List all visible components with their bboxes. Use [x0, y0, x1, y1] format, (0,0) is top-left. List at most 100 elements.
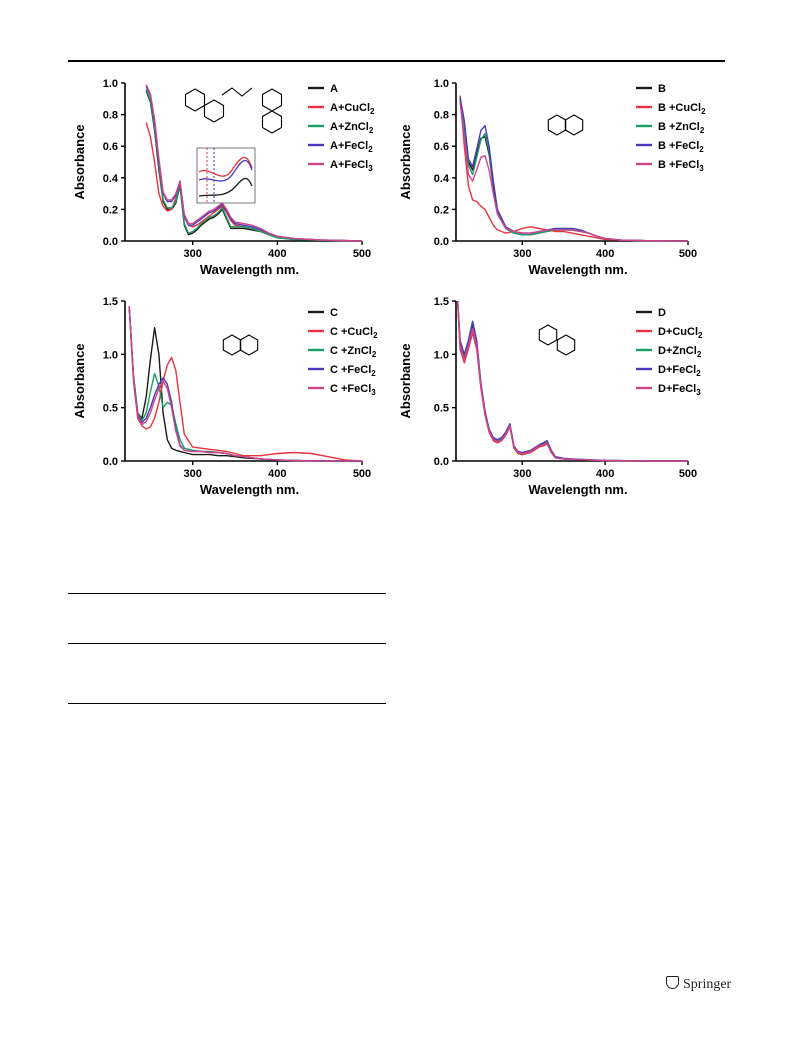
x-axis-label: Wavelength nm.	[200, 482, 299, 497]
publisher-name: Springer	[683, 977, 732, 992]
chart-panel-c: 0.0 0.5 1.0 1.5 300 400 500 Wavelength nm. Absor…	[72, 296, 378, 497]
y-tick-label: 1.0	[434, 349, 449, 361]
x-tick-label: 400	[596, 468, 614, 480]
y-tick-label: 1.0	[103, 78, 118, 90]
x-tick-label: 400	[268, 468, 286, 480]
structure-ring	[184, 88, 206, 112]
header-rule	[68, 60, 725, 62]
legend-label: A+FeCl2	[330, 140, 373, 154]
y-tick-label: 1.5	[434, 296, 449, 308]
x-tick-label: 300	[513, 468, 531, 480]
series-line-b-4	[459, 101, 689, 242]
springer-horse-icon	[666, 976, 679, 989]
series-line-a-4	[145, 84, 363, 242]
y-axis-label: Absorbance	[72, 124, 87, 199]
chart-panel-d: 0.0 0.5 1.0 1.5 300 400 500 Wavelength nm. Absor…	[398, 296, 703, 497]
chart-panel-b: 0.0 0.2 0.4 0.6 0.8 1.0 300 400 500 Wavelength nm…	[398, 78, 706, 277]
y-tick-label: 0.8	[103, 110, 118, 122]
structure-ring	[547, 114, 567, 136]
x-tick-label: 300	[513, 248, 531, 260]
table-rule-top	[68, 593, 386, 594]
x-axis-label: Wavelength nm.	[528, 482, 627, 497]
inset-curve	[198, 159, 253, 182]
legend-label: C +FeCl3	[330, 383, 376, 397]
y-tick-label: 0.6	[103, 141, 118, 153]
table-rule-middle	[68, 643, 386, 644]
y-tick-label: 0.2	[103, 204, 118, 216]
y-tick-label: 0.5	[103, 403, 118, 415]
structure-ring	[564, 114, 584, 136]
series-line-a-3	[145, 85, 363, 242]
y-tick-label: 1.0	[103, 349, 118, 361]
y-tick-label: 0.0	[434, 236, 449, 248]
legend-label: A+CuCl2	[330, 102, 375, 116]
legend-label: D+ZnCl2	[658, 345, 702, 359]
structure-ring	[261, 110, 283, 134]
structure-chain	[221, 87, 253, 97]
legend-label: B +FeCl2	[658, 140, 704, 154]
series-line-c-4	[128, 306, 362, 462]
legend-label: D+CuCl2	[658, 326, 703, 340]
springer-logo: Springer	[666, 975, 731, 993]
legend-label: B +FeCl3	[658, 159, 704, 173]
y-tick-label: 1.0	[434, 78, 449, 90]
series-line-a-2	[145, 89, 363, 242]
legend-label: C +FeCl2	[330, 364, 376, 378]
x-tick-label: 500	[679, 468, 697, 480]
y-tick-label: 0.4	[434, 173, 450, 185]
x-tick-label: 300	[184, 248, 202, 260]
legend-label: D	[658, 307, 666, 319]
inset-curve	[198, 177, 253, 197]
y-tick-label: 0.5	[434, 403, 449, 415]
y-tick-label: 0.6	[434, 141, 449, 153]
table-rule-bottom	[68, 703, 386, 704]
series-line-b-2	[459, 98, 689, 242]
legend-label: D+FeCl3	[658, 383, 701, 397]
structure-ring	[239, 334, 259, 356]
y-axis-label: Absorbance	[398, 124, 413, 199]
y-tick-label: 0.8	[434, 110, 449, 122]
inset-curve	[198, 156, 253, 177]
x-tick-label: 500	[353, 468, 371, 480]
structure-ring	[556, 334, 576, 356]
legend-label: B	[658, 83, 666, 95]
x-axis-label: Wavelength nm.	[200, 262, 299, 277]
y-tick-label: 0.4	[103, 173, 119, 185]
structure-8-aminoquinoline	[547, 114, 584, 136]
x-tick-label: 500	[353, 248, 371, 260]
x-axis-label: Wavelength nm.	[528, 262, 627, 277]
chart-panel-a: 0.0 0.2 0.4 0.6 0.8 1.0 300 400 500 Wavelength nm…	[72, 78, 375, 277]
inset-frame	[196, 147, 256, 204]
x-tick-label: 500	[679, 248, 697, 260]
x-tick-label: 400	[596, 248, 614, 260]
y-tick-label: 0.0	[434, 456, 449, 468]
figure-uv-vis-spectra: 0.0 0.2 0.4 0.6 0.8 1.0 300 400 500 Wavelength nm…	[72, 78, 706, 497]
inset-zoom-a	[196, 147, 256, 204]
legend-label: B +ZnCl2	[658, 121, 705, 135]
series-line-b-1	[459, 95, 689, 242]
legend-label: A	[330, 83, 338, 95]
structure-ring	[203, 99, 225, 123]
y-tick-label: 0.2	[434, 204, 449, 216]
series-line-c-1	[128, 306, 363, 462]
y-axis-label: Absorbance	[398, 343, 413, 418]
structure-clioquinol	[222, 334, 259, 356]
legend-label: D+FeCl2	[658, 364, 701, 378]
structure-ring	[261, 88, 283, 112]
structure-ring	[538, 324, 558, 346]
figure-svg: 0.0 0.2 0.4 0.6 0.8 1.0 300 400 500 Wavelength nm…	[72, 78, 706, 497]
structure-pz001	[184, 87, 283, 134]
x-tick-label: 400	[268, 248, 286, 260]
legend-label: B +CuCl2	[658, 102, 706, 116]
y-tick-label: 0.0	[103, 236, 118, 248]
structure-ring	[222, 334, 242, 356]
y-tick-label: 0.0	[103, 456, 118, 468]
x-tick-label: 300	[184, 468, 202, 480]
series-line-b-3	[459, 97, 689, 242]
series-line-d-4	[457, 302, 688, 462]
legend-label: A+ZnCl2	[330, 121, 374, 135]
y-axis-label: Absorbance	[72, 343, 87, 418]
legend-label: C	[330, 307, 338, 319]
y-tick-label: 1.5	[103, 296, 118, 308]
series-line-b-0	[459, 98, 689, 242]
